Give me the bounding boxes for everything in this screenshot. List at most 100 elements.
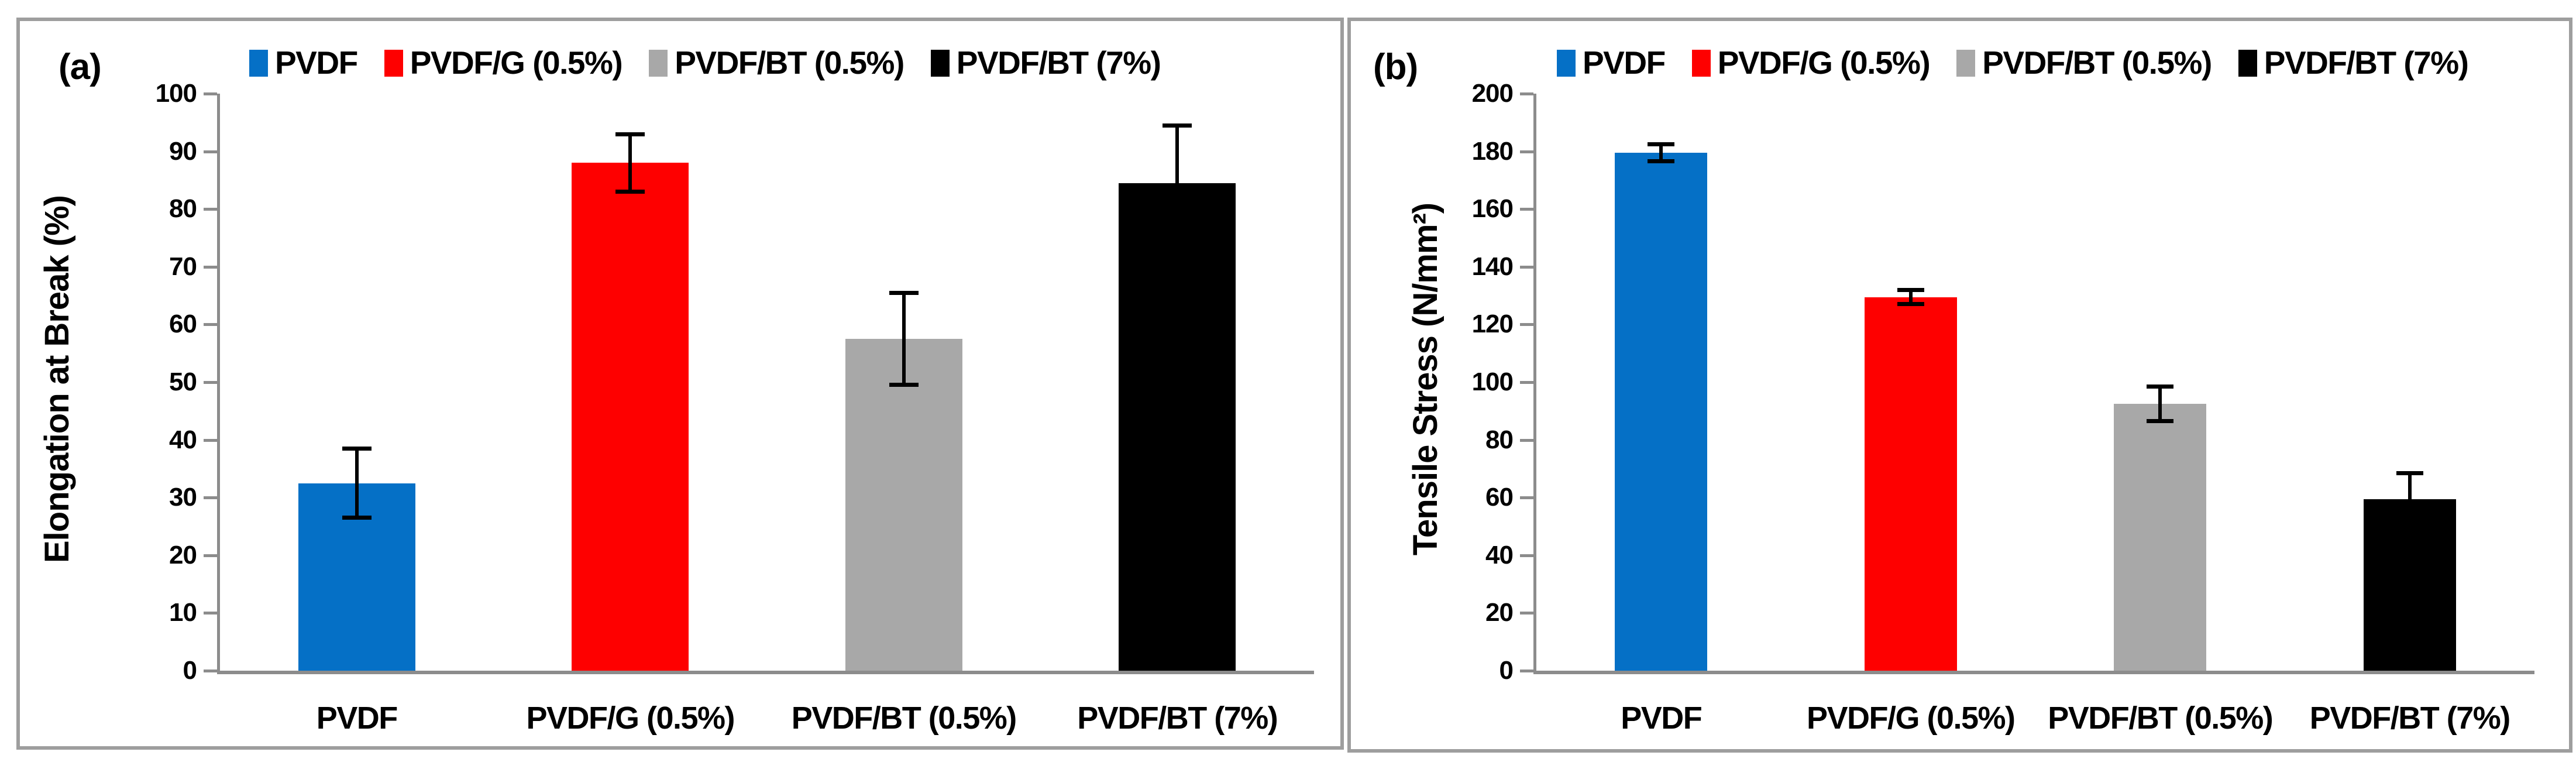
legend-marker-icon bbox=[649, 49, 668, 77]
error-bar-cap-bottom bbox=[2396, 523, 2423, 527]
y-axis-line bbox=[217, 94, 220, 674]
legend-item-1: PVDF/G (0.5%) bbox=[384, 44, 623, 81]
y-axis-line bbox=[1533, 94, 1536, 674]
panel-b-legend: PVDF PVDF/G (0.5%) PVDF/BT (0.5%) PVDF/BT (… bbox=[1557, 47, 2495, 79]
legend-label: PVDF/G (0.5%) bbox=[410, 44, 623, 81]
y-tick-label: 10 bbox=[169, 598, 197, 627]
y-tick-mark bbox=[204, 92, 217, 95]
y-tick-label: 20 bbox=[169, 540, 197, 569]
y-tick-label: 100 bbox=[155, 79, 197, 108]
y-tick-mark bbox=[1520, 381, 1533, 384]
x-category-label: PVDF bbox=[316, 701, 398, 736]
y-tick-label: 180 bbox=[1471, 136, 1514, 166]
error-bar-cap-top bbox=[1648, 142, 1675, 147]
y-tick-mark bbox=[204, 438, 217, 442]
y-tick-mark bbox=[204, 150, 217, 153]
error-bar-cap-bottom bbox=[1648, 159, 1675, 163]
y-tick-mark bbox=[1520, 92, 1533, 95]
y-tick-label: 100 bbox=[1471, 368, 1514, 396]
error-bar-cap-top bbox=[2396, 471, 2423, 476]
legend-item-3: PVDF/BT (7%) bbox=[2238, 44, 2469, 81]
y-tick-mark bbox=[204, 612, 217, 615]
legend-item-2: PVDF/BT (0.5%) bbox=[649, 47, 904, 79]
x-category-label: PVDF/BT (0.5%) bbox=[2048, 701, 2274, 736]
y-tick-label: 50 bbox=[169, 368, 197, 396]
y-tick-label: 200 bbox=[1471, 79, 1514, 108]
x-axis-line bbox=[217, 671, 1314, 674]
y-tick-mark bbox=[1520, 496, 1533, 500]
error-bar-cap-bottom bbox=[2147, 418, 2174, 423]
error-bar-cap-top bbox=[2147, 384, 2174, 389]
error-bar-cap-bottom bbox=[1163, 238, 1192, 243]
x-category-label: PVDF bbox=[1621, 701, 1703, 736]
y-tick-label: 140 bbox=[1471, 252, 1514, 281]
panel-a-y-axis-title: Elongation at Break (%) bbox=[38, 195, 76, 563]
legend-item-2: PVDF/BT (0.5%) bbox=[1956, 47, 2212, 79]
y-tick-label: 40 bbox=[169, 425, 197, 454]
error-bar-line bbox=[1908, 290, 1913, 304]
legend-marker-icon bbox=[1557, 49, 1576, 77]
error-bar-cap-top bbox=[1897, 288, 1924, 293]
error-bar-cap-top bbox=[889, 291, 919, 296]
error-bar-line bbox=[2158, 386, 2162, 421]
legend-label: PVDF bbox=[275, 44, 358, 81]
error-bar-cap-top bbox=[615, 132, 645, 137]
y-tick-mark bbox=[204, 496, 217, 500]
panel-b: (b) Tensile Stress (N/mm²) PVDF PVDF/G (0… bbox=[1347, 18, 2572, 753]
legend-label: PVDF/BT (7%) bbox=[956, 44, 1161, 81]
y-tick-mark bbox=[204, 323, 217, 327]
legend-marker-icon bbox=[930, 49, 950, 77]
legend-label: PVDF/BT (7%) bbox=[2264, 44, 2469, 81]
error-bar-cap-bottom bbox=[889, 382, 919, 387]
x-category-label: PVDF/BT (0.5%) bbox=[791, 701, 1017, 736]
legend-label: PVDF/BT (0.5%) bbox=[1982, 44, 2212, 81]
legend-marker-icon bbox=[1956, 49, 1976, 77]
legend-item-1: PVDF/G (0.5%) bbox=[1691, 44, 1931, 81]
y-tick-label: 80 bbox=[169, 194, 197, 224]
y-tick-mark bbox=[1520, 323, 1533, 327]
y-tick-mark bbox=[204, 554, 217, 557]
legend-label: PVDF bbox=[1583, 44, 1666, 81]
error-bar-line bbox=[2408, 473, 2412, 526]
y-tick-mark bbox=[1520, 150, 1533, 153]
x-category-label: PVDF/G (0.5%) bbox=[526, 701, 735, 736]
y-tick-mark bbox=[204, 381, 217, 384]
legend-marker-icon bbox=[1691, 49, 1711, 77]
y-tick-mark bbox=[204, 265, 217, 269]
y-tick-label: 90 bbox=[169, 136, 197, 166]
bar-pvdf-bt-0-5- bbox=[845, 339, 962, 671]
error-bar-line bbox=[628, 134, 632, 192]
y-tick-label: 30 bbox=[169, 483, 197, 512]
legend-item-0: PVDF bbox=[1557, 44, 1666, 81]
bar-pvdf-bt-7- bbox=[1119, 183, 1236, 671]
bar-pvdf-bt-7- bbox=[2363, 499, 2456, 671]
bar-pvdf-bt-0-5- bbox=[2114, 403, 2207, 671]
legend-item-0: PVDF bbox=[249, 44, 358, 81]
y-tick-mark bbox=[204, 670, 217, 672]
panel-b-label: (b) bbox=[1373, 47, 1418, 87]
panel-a-label: (a) bbox=[59, 47, 102, 87]
y-tick-label: 120 bbox=[1471, 310, 1514, 339]
error-bar-cap-bottom bbox=[342, 515, 372, 520]
legend-label: PVDF/BT (0.5%) bbox=[675, 44, 904, 81]
error-bar-line bbox=[902, 293, 906, 385]
y-tick-label: 0 bbox=[183, 656, 197, 685]
panel-a: (a) Elongation at Break (%) PVDF PVDF/G (… bbox=[16, 18, 1344, 750]
error-bar-cap-top bbox=[1163, 123, 1192, 128]
legend-marker-icon bbox=[249, 49, 268, 77]
error-bar-line bbox=[1175, 125, 1179, 241]
error-bar-cap-bottom bbox=[1897, 301, 1924, 306]
y-tick-mark bbox=[1520, 438, 1533, 442]
y-tick-label: 40 bbox=[1485, 540, 1514, 569]
y-tick-mark bbox=[1520, 554, 1533, 557]
y-tick-mark bbox=[1520, 265, 1533, 269]
error-bar-line bbox=[355, 448, 359, 518]
legend-label: PVDF/G (0.5%) bbox=[1717, 44, 1931, 81]
y-tick-label: 60 bbox=[1485, 483, 1514, 512]
legend-marker-icon bbox=[2238, 49, 2257, 77]
bar-pvdf-g-0-5- bbox=[1864, 297, 1957, 671]
y-tick-label: 160 bbox=[1471, 194, 1514, 224]
y-tick-label: 0 bbox=[1499, 656, 1514, 685]
panel-a-legend: PVDF PVDF/G (0.5%) PVDF/BT (0.5%) PVDF/BT (… bbox=[249, 47, 1187, 79]
